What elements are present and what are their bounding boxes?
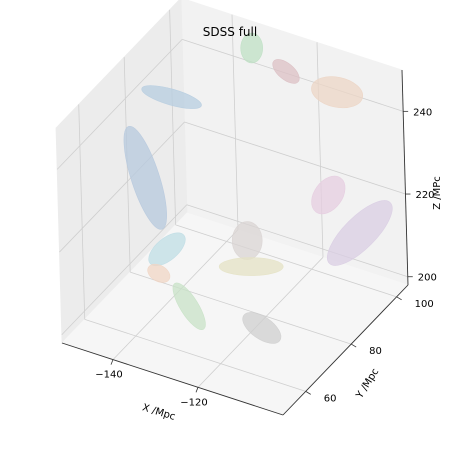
y-tick-label: 80 xyxy=(369,346,382,357)
z-tick-label: 200 xyxy=(418,273,437,284)
y-axis-line xyxy=(282,284,409,416)
y-gridline xyxy=(130,271,352,345)
z-gridline xyxy=(56,39,183,170)
z-axis-line xyxy=(401,69,409,286)
y-tick xyxy=(305,391,311,395)
data-point xyxy=(272,59,300,84)
grid-lines xyxy=(56,9,408,392)
x-gridline xyxy=(316,42,324,258)
data-point xyxy=(242,312,282,344)
y-tick xyxy=(396,296,402,301)
chart-title: SDSS full xyxy=(203,25,257,39)
y-tick-label: 60 xyxy=(324,393,337,404)
z-gridline xyxy=(184,121,406,195)
z-tick-label: 240 xyxy=(413,107,432,118)
data-point xyxy=(240,32,263,64)
z-gridline xyxy=(59,121,185,253)
data-point xyxy=(123,125,167,230)
data-point xyxy=(311,175,346,215)
x-tick xyxy=(195,387,199,393)
data-point xyxy=(327,200,393,266)
data-point xyxy=(231,221,263,260)
data-ellipses xyxy=(123,32,393,344)
x-gridline xyxy=(231,14,239,230)
tick-labels: −140 −120 60 80 100 200 220 240 xyxy=(95,107,437,408)
x-tick xyxy=(110,359,114,365)
z-gridline xyxy=(186,204,408,278)
data-point xyxy=(311,76,364,109)
y-gridline xyxy=(78,104,86,320)
data-point xyxy=(218,257,284,276)
axes-panes xyxy=(55,0,409,416)
x-axis-label: X /Mpc xyxy=(141,402,177,422)
y-axis-label: Y /Mpc xyxy=(354,367,381,402)
x-axis-line xyxy=(61,342,284,416)
y-gridline xyxy=(175,224,397,298)
data-point xyxy=(147,263,171,283)
data-point xyxy=(172,282,206,330)
x-tick-label: −140 xyxy=(95,370,122,381)
tick-marks xyxy=(110,110,413,395)
z-axis-label: Z /MPc xyxy=(432,176,443,210)
axis-lines xyxy=(61,69,409,416)
z-gridline xyxy=(61,204,188,336)
z-tick-label: 220 xyxy=(415,190,434,201)
y-gridline xyxy=(169,9,177,225)
y-tick-label: 100 xyxy=(415,299,434,310)
y-gridline xyxy=(84,318,306,392)
x-tick-label: −120 xyxy=(180,397,207,408)
y-tick xyxy=(350,343,357,348)
data-point xyxy=(148,232,186,267)
data-point xyxy=(141,85,202,109)
